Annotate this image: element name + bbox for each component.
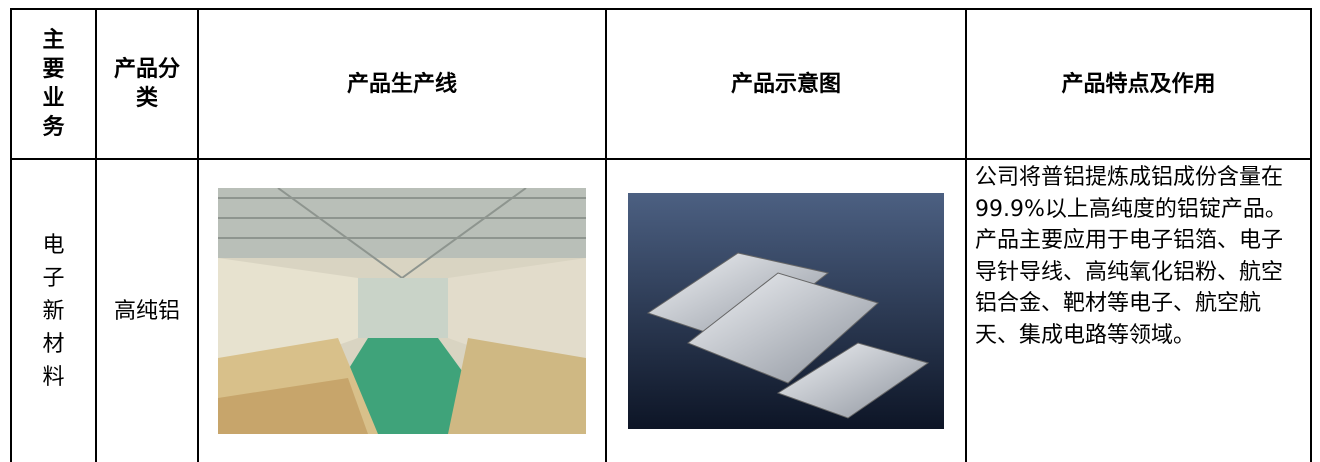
product-table: 主要业务 产品分类 产品生产线 产品示意图 产品特点及作用 电子新材料 高纯铝	[10, 8, 1312, 462]
header-cell: 产品生产线	[197, 8, 607, 160]
header-cell: 产品特点及作用	[965, 8, 1312, 160]
factory-photo	[218, 188, 586, 434]
header-cell: 主要业务	[10, 8, 97, 160]
data-row: 电子新材料 高纯铝	[10, 158, 1312, 462]
line-photo-cell	[197, 158, 607, 462]
product-photo-cell	[605, 158, 967, 462]
description-cell: 公司将普铝提炼成铝成份含量在 99.9%以上高纯度的铝锭产品。产品主要应用于电子…	[965, 158, 1312, 462]
ingot-photo	[628, 193, 944, 429]
header-cell: 产品示意图	[605, 8, 967, 160]
business-cell: 电子新材料	[10, 158, 97, 462]
header-row: 主要业务 产品分类 产品生产线 产品示意图 产品特点及作用	[10, 8, 1312, 160]
page: {"table": {"header": ["主要业务", "产品分类", "产…	[10, 8, 1312, 462]
category-cell: 高纯铝	[95, 158, 199, 462]
header-cell: 产品分类	[95, 8, 199, 160]
